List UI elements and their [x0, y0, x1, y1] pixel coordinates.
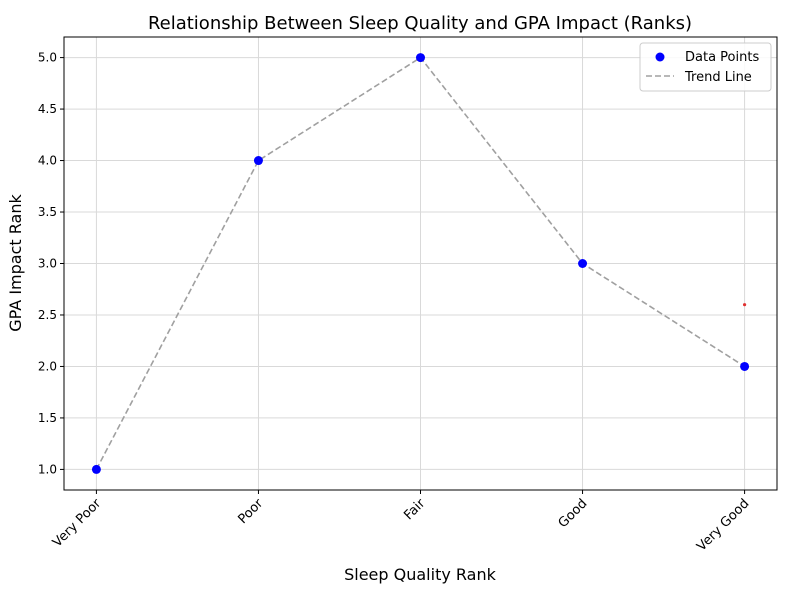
legend-label-data-points: Data Points — [685, 50, 759, 65]
legend-box — [639, 42, 772, 92]
data-point — [740, 361, 750, 371]
x-tick-label: Fair — [401, 496, 428, 523]
y-tick-label: 2.0 — [38, 359, 57, 373]
legend-label-trend-line: Trend Line — [684, 70, 752, 85]
y-tick-label: 4.5 — [38, 102, 57, 116]
legend: Data Points Trend Line — [639, 42, 772, 92]
y-tick-label: 4.0 — [38, 154, 57, 168]
x-tick-label: Good — [556, 496, 591, 531]
x-axis-ticks: Very Poor Poor Fair Good Very Good — [50, 490, 752, 554]
data-point — [253, 156, 263, 166]
x-axis-label: Sleep Quality Rank — [344, 565, 497, 584]
y-tick-label: 3.0 — [38, 257, 57, 271]
x-tick-label: Very Poor — [50, 496, 105, 551]
y-tick-label: 3.5 — [38, 205, 57, 219]
data-point — [416, 53, 425, 63]
x-tick-label: Very Good — [694, 496, 752, 554]
grid — [64, 37, 777, 490]
data-points-layer — [91, 53, 750, 474]
legend-marker-data-points — [655, 52, 665, 62]
y-tick-label: 1.0 — [38, 462, 57, 476]
y-axis-label: GPA Impact Rank — [6, 194, 25, 332]
x-tick-label: Poor — [235, 496, 266, 527]
y-tick-label: 5.0 — [38, 51, 57, 65]
chart-title: Relationship Between Sleep Quality and G… — [148, 13, 692, 34]
y-tick-label: 2.5 — [38, 308, 57, 322]
extra-point-marker — [742, 303, 747, 307]
y-tick-label: 1.5 — [38, 411, 57, 425]
data-point — [578, 259, 588, 268]
data-point — [91, 464, 101, 474]
y-axis-ticks: 1.0 1.5 2.0 2.5 3.0 3.5 4.0 4.5 5.0 — [38, 51, 64, 476]
